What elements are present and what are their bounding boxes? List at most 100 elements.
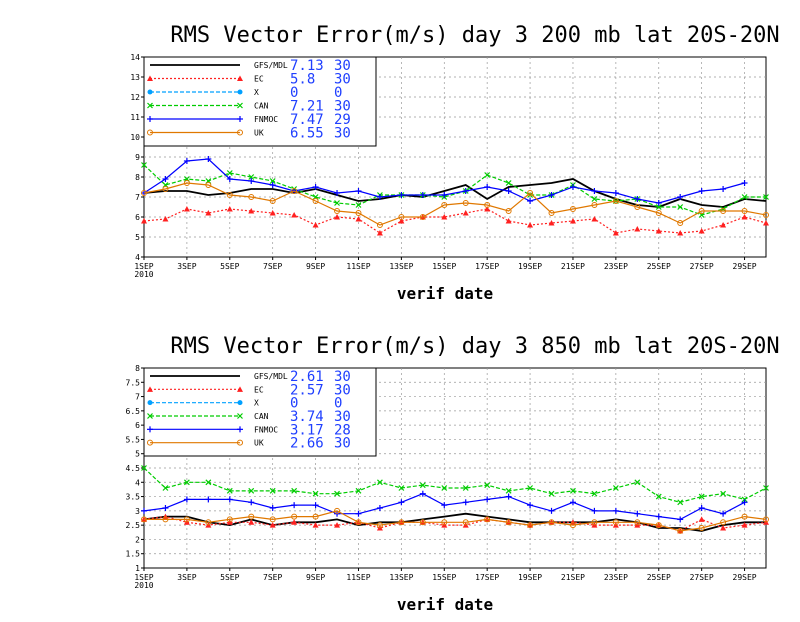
legend-stat-mean: 2.57 <box>290 382 324 398</box>
legend-marker <box>147 129 153 136</box>
chart-panel-1: RMS Vector Error(m/s) day 3 200 mb lat 2… <box>130 23 779 303</box>
data-point <box>612 190 619 196</box>
data-point <box>527 222 534 228</box>
data-point <box>698 505 705 511</box>
legend-marker <box>237 426 243 433</box>
data-point <box>141 190 147 196</box>
data-point <box>720 490 727 497</box>
data-point <box>162 176 169 182</box>
data-point <box>248 519 255 525</box>
data-point <box>548 210 555 216</box>
data-point <box>291 519 298 525</box>
data-point <box>698 516 705 522</box>
data-point <box>505 180 512 186</box>
data-point <box>248 194 255 200</box>
data-point <box>527 522 534 529</box>
legend-marker <box>147 386 153 392</box>
series-line <box>143 467 767 503</box>
y-tick-label: 1.5 <box>126 550 141 559</box>
data-point <box>462 188 469 194</box>
legend-label: EC <box>254 75 264 84</box>
data-point <box>355 519 362 526</box>
series-line <box>143 512 766 532</box>
x-tick-label: 25SEP <box>647 262 671 271</box>
data-point <box>720 510 727 517</box>
data-point <box>355 188 362 194</box>
legend-marker <box>237 386 243 392</box>
data-point <box>291 513 298 520</box>
y-tick-label: 7 <box>135 193 140 202</box>
grid-lines <box>144 368 766 568</box>
data-point <box>398 218 405 224</box>
legend-marker <box>147 400 153 406</box>
legend-label: GFS/MDL <box>254 61 288 70</box>
y-tick-label: 8 <box>135 173 140 182</box>
data-point <box>312 198 319 204</box>
data-point <box>226 170 233 176</box>
legend-marker <box>237 439 243 446</box>
data-point <box>205 479 212 486</box>
data-point <box>505 218 512 224</box>
data-point <box>548 507 555 514</box>
data-point <box>248 208 255 214</box>
data-point <box>269 516 276 523</box>
legend-stat-count: 30 <box>334 58 351 74</box>
legend-marker <box>237 413 243 419</box>
series-gfs-mdl <box>143 512 766 532</box>
data-point <box>634 226 641 232</box>
x-tick-label: 17SEP <box>475 573 499 582</box>
data-point <box>741 194 748 200</box>
data-point <box>612 507 619 514</box>
data-point <box>162 516 169 523</box>
legend-label: CAN <box>254 412 269 421</box>
series-uk <box>141 507 769 534</box>
y-tick-label: 6 <box>135 213 140 222</box>
data-point <box>591 490 598 497</box>
data-point <box>312 222 319 228</box>
x-tick-label: 29SEP <box>733 573 757 582</box>
data-point <box>441 519 448 526</box>
x-tick-label: 5SEP <box>220 262 239 271</box>
x-tick-label: 13SEP <box>389 262 413 271</box>
data-point <box>655 228 662 234</box>
data-point <box>505 519 512 526</box>
data-point <box>141 516 147 523</box>
legend: GFS/MDL 2.61 30 EC 2.57 30 X 0 0 CAN 3.74 30 FNMOC 3.… <box>143 367 377 457</box>
legend-marker <box>237 116 243 122</box>
data-point <box>291 487 298 494</box>
data-point <box>419 519 426 526</box>
legend: GFS/MDL 7.13 30 EC 5.8 30 X 0 0 CAN 7.21 30 FNMOC 7.4… <box>143 56 377 147</box>
data-point <box>376 505 383 511</box>
x-axis-title: verif date <box>397 284 493 303</box>
x-axis: 1SEP 3SEP 5SEP 7SEP 9SEP 11SEP 13SEP 15SEP 17SEP… <box>134 257 757 279</box>
legend-label: EC <box>254 385 264 394</box>
data-point <box>741 522 748 528</box>
x-tick-label: 19SEP <box>518 262 542 271</box>
data-point <box>376 522 383 529</box>
x-tick-label: 11SEP <box>346 262 370 271</box>
data-point <box>612 519 619 526</box>
y-tick-label: 5 <box>135 233 140 242</box>
data-point <box>720 208 727 214</box>
data-point <box>612 485 619 491</box>
data-point <box>634 479 641 486</box>
data-point <box>269 182 276 188</box>
data-point <box>248 178 255 184</box>
legend-stat-count: 29 <box>334 112 351 128</box>
x-tick-label: 7SEP <box>263 262 282 271</box>
legend-stat-count: 0 <box>334 85 342 101</box>
data-point <box>162 505 169 511</box>
legend-marker <box>147 89 153 95</box>
y-tick-label: 4 <box>135 253 140 262</box>
data-point <box>248 487 255 494</box>
data-point <box>248 499 255 506</box>
data-point <box>763 220 769 226</box>
data-point <box>462 499 469 506</box>
data-point <box>741 513 748 520</box>
legend-stat-mean: 0 <box>290 396 298 412</box>
data-point <box>269 522 276 528</box>
data-point <box>655 513 662 520</box>
data-point <box>334 208 341 214</box>
data-point <box>248 174 255 180</box>
data-point <box>269 210 276 216</box>
